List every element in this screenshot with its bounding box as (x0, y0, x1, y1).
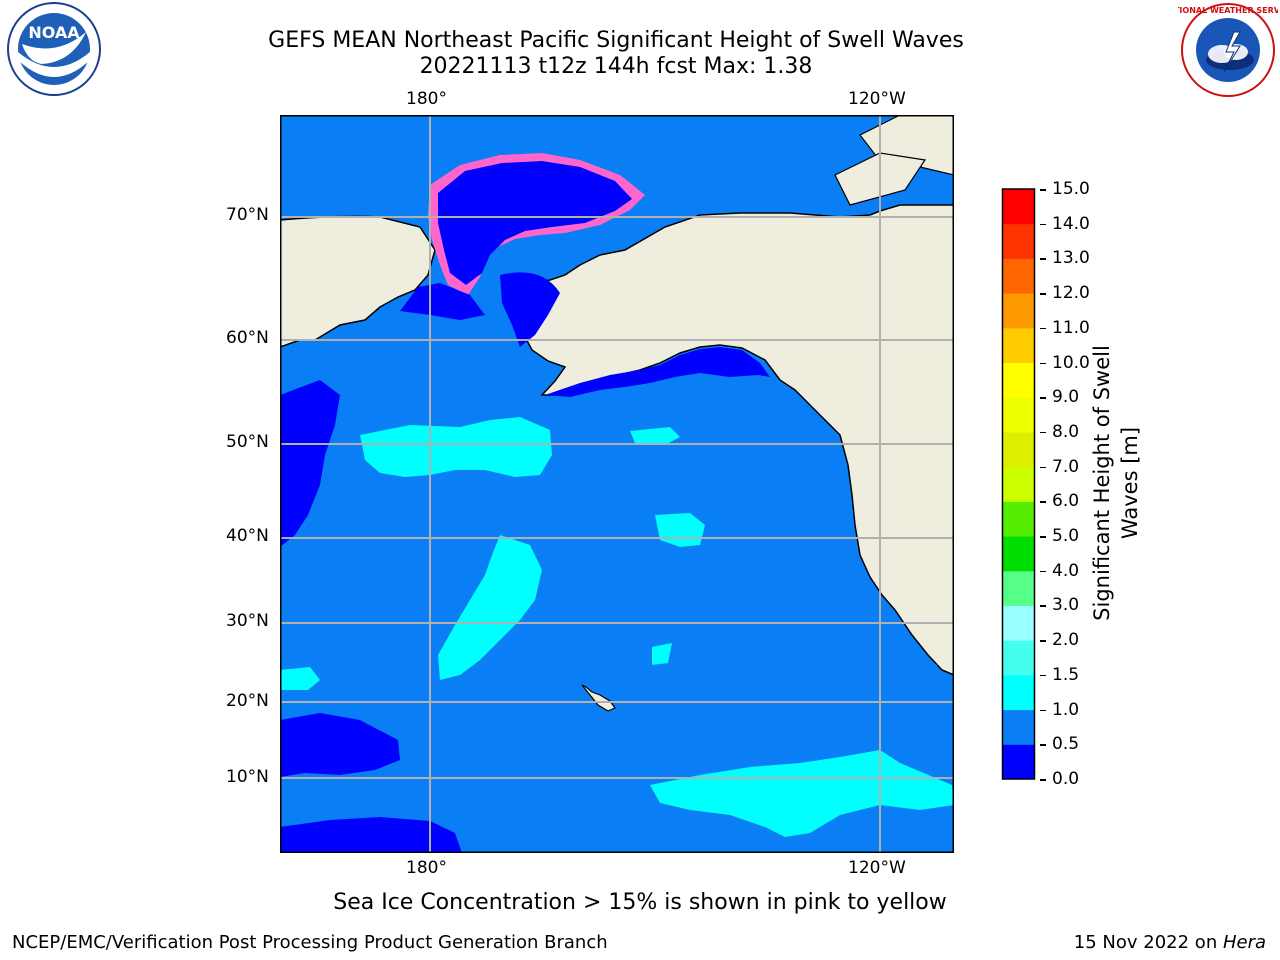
colorbar-tick-label: 4.0 (1052, 560, 1080, 581)
colorbar-tick-label: 13.0 (1052, 248, 1090, 269)
colorbar-tick-mark (1040, 189, 1046, 191)
colorbar-segment (1002, 189, 1035, 225)
colorbar-segment (1002, 744, 1035, 780)
colorbar-label: Significant Height of Swell Waves [m] (1090, 345, 1142, 621)
lon-tick-bottom-120w: 120°W (848, 858, 906, 878)
colorbar-tick-mark (1040, 640, 1046, 642)
colorbar-tick-label: 8.0 (1052, 421, 1080, 442)
colorbar-tick-label: 3.0 (1052, 595, 1080, 616)
colorbar-tick-label: 0.5 (1052, 734, 1080, 755)
colorbar-segment (1002, 362, 1035, 398)
footer-machine: Hera (1222, 932, 1266, 953)
colorbar-segment (1002, 536, 1035, 572)
lon-tick-top-180: 180° (406, 89, 447, 109)
high-swell-patch-west (280, 667, 320, 690)
colorbar-tick-label: 10.0 (1052, 352, 1090, 373)
low-swell-bering (400, 283, 485, 320)
colorbar-tick-label: 7.0 (1052, 456, 1080, 477)
colorbar-frame (1001, 188, 1036, 780)
colorbar-segment (1002, 223, 1035, 259)
colorbar-tick-mark (1040, 258, 1046, 260)
colorbar-tick-label: 15.0 (1052, 179, 1090, 199)
colorbar-tick-label: 12.0 (1052, 283, 1090, 304)
colorbar-segment (1002, 431, 1035, 468)
colorbar-tick-mark (1040, 223, 1046, 226)
low-swell-arctic (438, 161, 632, 285)
colorbar-tick-mark (1040, 709, 1046, 712)
colorbar-ticks: 0.0 0.5 1.0 1.5 2.0 3.0 4.0 5.0 6.0 7.0 8.0 9.0 10.0… (1040, 178, 1100, 798)
noaa-logo: NOAA (7, 2, 101, 96)
lon-tick-bottom-180: 180° (406, 858, 447, 878)
colorbar-segment (1002, 501, 1035, 537)
colorbar-tick-mark (1040, 466, 1046, 469)
colorbar-tick-label: 9.0 (1052, 387, 1080, 408)
colorbar-segment (1002, 709, 1035, 745)
lat-tick-30n: 30°N (226, 611, 269, 631)
high-swell-north-pacific (360, 417, 552, 477)
colorbar (1001, 188, 1036, 780)
high-swell-patch-3 (652, 643, 672, 665)
colorbar-tick-mark (1040, 605, 1046, 607)
colorbar-tick-mark (1040, 674, 1046, 677)
colorbar-tick-mark (1040, 744, 1046, 746)
colorbar-tick-mark (1040, 293, 1046, 295)
colorbar-tick-mark (1040, 536, 1046, 538)
lat-tick-60n: 60°N (226, 328, 269, 348)
low-swell-west-edge (280, 380, 340, 547)
low-swell-equatorial (280, 817, 462, 853)
low-swell-west-tropical (280, 713, 400, 777)
swell-map (280, 115, 954, 853)
sea-ice-caption: Sea Ice Concentration > 15% is shown in … (333, 890, 947, 915)
colorbar-tick-label: 2.0 (1052, 630, 1080, 651)
lat-tick-50n: 50°N (226, 432, 269, 452)
colorbar-segment (1002, 293, 1035, 329)
map-gridlines (280, 115, 954, 853)
colorbar-tick-mark (1040, 397, 1046, 399)
colorbar-tick-mark (1040, 779, 1046, 781)
nws-logo-ring: NATIONAL WEATHER SERVICE (1178, 6, 1278, 15)
colorbar-tick-mark (1040, 431, 1046, 434)
colorbar-segment (1002, 397, 1035, 433)
colorbar-tick-label: 1.5 (1052, 664, 1080, 685)
high-swell-patch-1 (630, 427, 680, 445)
map-subtitle: 20221113 t12z 144h fcst Max: 1.38 (419, 54, 813, 79)
lon-tick-top-120w: 120°W (848, 89, 906, 109)
colorbar-tick-label: 6.0 (1052, 491, 1080, 512)
colorbar-tick-mark (1040, 501, 1046, 503)
map-frame (280, 115, 954, 853)
lat-tick-10n: 10°N (226, 767, 269, 787)
footer-date: 15 Nov 2022 on (1073, 932, 1223, 953)
nws-logo: NATIONAL WEATHER SERVICE (1178, 3, 1278, 97)
colorbar-tick-label: 5.0 (1052, 526, 1080, 547)
lat-tick-40n: 40°N (226, 526, 269, 546)
colorbar-tick-label: 11.0 (1052, 317, 1090, 338)
footer-left: NCEP/EMC/Verification Post Processing Pr… (12, 932, 608, 953)
map-title: GEFS MEAN Northeast Pacific Significant … (268, 28, 964, 53)
colorbar-segment (1002, 570, 1035, 606)
high-swell-tropical (650, 750, 954, 837)
colorbar-segment (1002, 466, 1035, 502)
colorbar-segment (1002, 327, 1035, 364)
low-swell-alaska-coast (545, 347, 770, 397)
high-swell-central-band (438, 535, 542, 680)
colorbar-tick-mark (1040, 570, 1046, 573)
colorbar-tick-label: 1.0 (1052, 699, 1080, 720)
colorbar-segment (1002, 674, 1035, 711)
colorbar-tick-mark (1040, 327, 1046, 330)
colorbar-segment (1002, 258, 1035, 294)
low-swell-bering-strait (500, 272, 560, 347)
colorbar-segment (1002, 605, 1035, 641)
colorbar-tick-label: 14.0 (1052, 213, 1090, 234)
colorbar-segment (1002, 640, 1035, 676)
colorbar-tick-mark (1040, 362, 1046, 365)
colorbar-tick-label: 0.0 (1052, 769, 1080, 789)
noaa-logo-text: NOAA (28, 23, 80, 42)
lat-tick-20n: 20°N (226, 691, 269, 711)
footer-right: 15 Nov 2022 on Hera (1074, 932, 1266, 953)
lat-tick-70n: 70°N (226, 205, 269, 225)
